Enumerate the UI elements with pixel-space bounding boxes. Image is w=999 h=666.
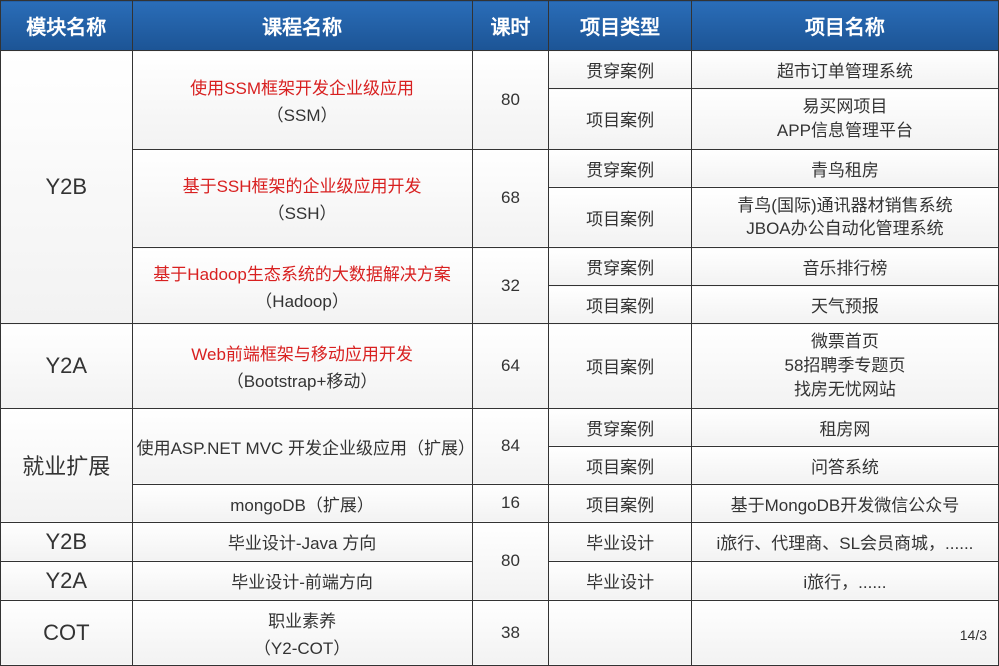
module-y2a: Y2A [1, 324, 133, 408]
module-cot: COT [1, 600, 133, 665]
course-web: Web前端框架与移动应用开发 （Bootstrap+移动） [132, 324, 472, 408]
type-cell: 贯穿案例 [549, 408, 692, 446]
course-sub: （Y2-COT） [137, 634, 468, 659]
page-number: 14/3 [960, 627, 987, 643]
course-cot: 职业素养 （Y2-COT） [132, 600, 472, 665]
project-cell: 易买网项目 APP信息管理平台 [691, 89, 998, 150]
project-line: APP信息管理平台 [777, 121, 913, 140]
project-cell: i旅行、代理商、SL会员商城，...... [691, 522, 998, 561]
project-cell: i旅行，...... [691, 561, 998, 600]
course-title: 使用SSM框架开发企业级应用 [190, 79, 414, 98]
course-title: 基于Hadoop生态系统的大数据解决方案 [153, 265, 451, 284]
header-project: 项目名称 [691, 1, 998, 51]
type-cell: 项目案例 [549, 446, 692, 484]
project-cell: 基于MongoDB开发微信公众号 [691, 484, 998, 522]
hours-grad: 80 [472, 522, 549, 600]
module-jiuye: 就业扩展 [1, 408, 133, 522]
course-java-grad: 毕业设计-Java 方向 [132, 522, 472, 561]
course-title: 基于SSH框架的企业级应用开发 [183, 177, 422, 196]
table-row: Y2A Web前端框架与移动应用开发 （Bootstrap+移动） 64 项目案… [1, 324, 999, 408]
module-y2b2: Y2B [1, 522, 133, 561]
table-row: Y2B 使用SSM框架开发企业级应用 （SSM） 80 贯穿案例 超市订单管理系… [1, 51, 999, 89]
project-line: 微票首页 [811, 332, 879, 351]
type-cell: 毕业设计 [549, 522, 692, 561]
hours-aspnet: 84 [472, 408, 549, 484]
project-cell: 超市订单管理系统 [691, 51, 998, 89]
course-hadoop: 基于Hadoop生态系统的大数据解决方案 （Hadoop） [132, 248, 472, 324]
course-ssm: 使用SSM框架开发企业级应用 （SSM） [132, 51, 472, 150]
module-y2a2: Y2A [1, 561, 133, 600]
project-line: JBOA办公自动化管理系统 [746, 219, 943, 238]
project-cell: 租房网 [691, 408, 998, 446]
project-line: 青鸟(国际)通讯器材销售系统 [737, 196, 952, 215]
type-cell: 项目案例 [549, 187, 692, 248]
course-mongodb: mongoDB（扩展） [132, 484, 472, 522]
type-cell: 贯穿案例 [549, 149, 692, 187]
table-row: 基于SSH框架的企业级应用开发 （SSH） 68 贯穿案例 青鸟租房 [1, 149, 999, 187]
project-line: 找房无忧网站 [794, 380, 896, 399]
hours-web: 64 [472, 324, 549, 408]
header-course: 课程名称 [132, 1, 472, 51]
module-y2b: Y2B [1, 51, 133, 324]
course-front-grad: 毕业设计-前端方向 [132, 561, 472, 600]
course-sub: （Bootstrap+移动） [137, 367, 468, 392]
type-cell: 项目案例 [549, 286, 692, 324]
project-cell: 微票首页 58招聘季专题页 找房无忧网站 [691, 324, 998, 408]
table-row: 就业扩展 使用ASP.NET MVC 开发企业级应用（扩展） 84 贯穿案例 租… [1, 408, 999, 446]
project-line: 易买网项目 [802, 97, 887, 116]
type-cell: 项目案例 [549, 484, 692, 522]
type-cell: 毕业设计 [549, 561, 692, 600]
curriculum-table: 模块名称 课程名称 课时 项目类型 项目名称 Y2B 使用SSM框架开发企业级应… [0, 0, 999, 666]
header-row: 模块名称 课程名称 课时 项目类型 项目名称 [1, 1, 999, 51]
hours-mongodb: 16 [472, 484, 549, 522]
project-line: 58招聘季专题页 [784, 356, 905, 375]
table-row: Y2B 毕业设计-Java 方向 80 毕业设计 i旅行、代理商、SL会员商城，… [1, 522, 999, 561]
hours-cot: 38 [472, 600, 549, 665]
header-module: 模块名称 [1, 1, 133, 51]
table-row: COT 职业素养 （Y2-COT） 38 [1, 600, 999, 665]
course-aspnet: 使用ASP.NET MVC 开发企业级应用（扩展） [132, 408, 472, 484]
course-sub: （Hadoop） [137, 287, 468, 312]
header-hours: 课时 [472, 1, 549, 51]
type-cell: 项目案例 [549, 324, 692, 408]
course-sub: （SSM） [137, 101, 468, 126]
table-row: mongoDB（扩展） 16 项目案例 基于MongoDB开发微信公众号 [1, 484, 999, 522]
hours-hadoop: 32 [472, 248, 549, 324]
type-cell: 贯穿案例 [549, 248, 692, 286]
project-cell: 青鸟(国际)通讯器材销售系统 JBOA办公自动化管理系统 [691, 187, 998, 248]
course-ssh: 基于SSH框架的企业级应用开发 （SSH） [132, 149, 472, 248]
type-cell [549, 600, 692, 665]
project-cell [691, 600, 998, 665]
header-type: 项目类型 [549, 1, 692, 51]
hours-ssm: 80 [472, 51, 549, 150]
course-title: 职业素养 [268, 612, 336, 631]
project-cell: 天气预报 [691, 286, 998, 324]
course-sub: （SSH） [137, 199, 468, 224]
type-cell: 贯穿案例 [549, 51, 692, 89]
course-title: Web前端框架与移动应用开发 [191, 345, 413, 364]
type-cell: 项目案例 [549, 89, 692, 150]
table-row: 基于Hadoop生态系统的大数据解决方案 （Hadoop） 32 贯穿案例 音乐… [1, 248, 999, 286]
project-cell: 青鸟租房 [691, 149, 998, 187]
project-cell: 音乐排行榜 [691, 248, 998, 286]
project-cell: 问答系统 [691, 446, 998, 484]
hours-ssh: 68 [472, 149, 549, 248]
